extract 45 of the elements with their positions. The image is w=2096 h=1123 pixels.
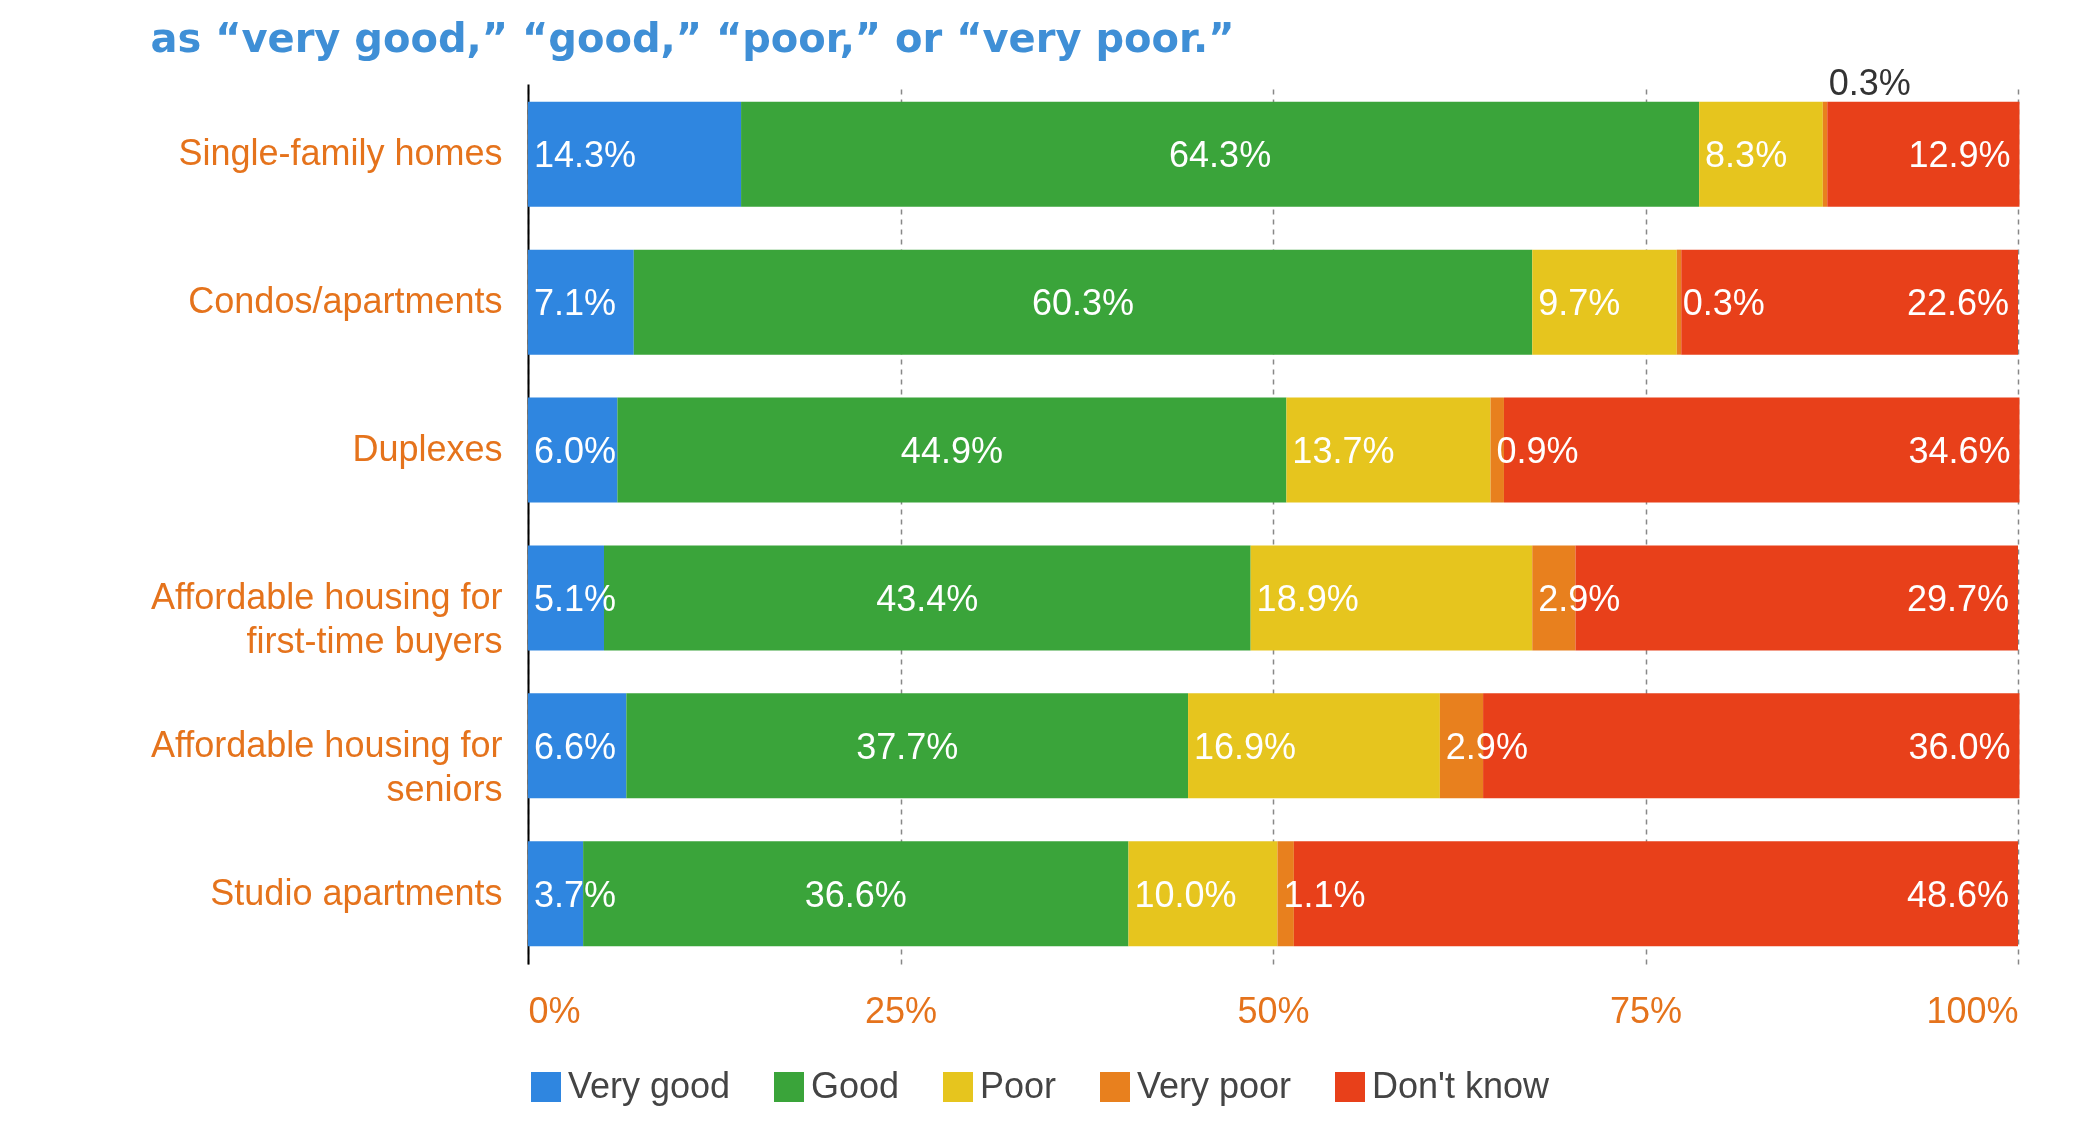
data-label: 6.6% — [533, 725, 617, 767]
x-tick-label: 100% — [1926, 989, 2019, 1031]
y-tick-label: Duplexes — [352, 428, 503, 470]
data-label: 60.3% — [1031, 282, 1135, 324]
data-label: 36.0% — [1908, 725, 2011, 767]
data-label: 6.0% — [533, 430, 617, 472]
y-tick-label: Affordable housing for seniors — [150, 723, 503, 809]
data-label: 8.3% — [1705, 134, 1788, 176]
data-label: 16.9% — [1194, 725, 1297, 767]
data-label: 64.3% — [1169, 134, 1272, 176]
data-label: 13.7% — [1292, 430, 1395, 472]
data-label: 1.1% — [1283, 873, 1366, 915]
legend-label: Good — [811, 1065, 900, 1106]
data-label: 0.3% — [1828, 62, 1911, 104]
legend-label: Don't know — [1372, 1065, 1550, 1106]
x-tick-label: 50% — [1237, 989, 1310, 1031]
data-label: 12.9% — [1908, 134, 2011, 176]
data-label: 14.3% — [533, 134, 637, 176]
legend-label: Poor — [980, 1065, 1057, 1106]
data-label: 0.9% — [1496, 430, 1579, 472]
y-tick-label: Studio apartments — [210, 871, 503, 913]
y-tick-label: Single-family homes — [178, 132, 503, 174]
data-label: 36.6% — [804, 873, 907, 915]
data-label: 34.6% — [1908, 430, 2011, 472]
legend-label: Very good — [568, 1065, 731, 1106]
data-label: 18.9% — [1256, 577, 1359, 619]
y-tick-label: Affordable housing for first-time buyers — [150, 575, 503, 661]
data-label: 22.6% — [1906, 282, 2010, 324]
data-label: 48.6% — [1906, 873, 2010, 915]
y-tick-label: Condos/apartments — [188, 280, 503, 322]
data-label: 43.4% — [876, 577, 979, 619]
data-label: 44.9% — [900, 430, 1003, 472]
chart-title: as “very good,” “good,” “poor,” or “very poor.” — [150, 15, 1235, 62]
x-tick-label: 25% — [864, 989, 938, 1031]
data-label: 29.7% — [1906, 577, 2010, 619]
data-label: 0.3% — [1682, 282, 1765, 324]
x-tick-label: 75% — [1609, 989, 1683, 1031]
data-label: 10.0% — [1134, 873, 1237, 915]
data-label: 37.7% — [856, 725, 959, 767]
x-tick-label: 0% — [528, 989, 581, 1031]
data-label: 2.9% — [1538, 577, 1621, 619]
data-label: 9.7% — [1538, 282, 1621, 324]
data-label: 7.1% — [533, 282, 617, 324]
legend-label: Very poor — [1137, 1065, 1292, 1106]
data-label: 2.9% — [1445, 725, 1528, 767]
